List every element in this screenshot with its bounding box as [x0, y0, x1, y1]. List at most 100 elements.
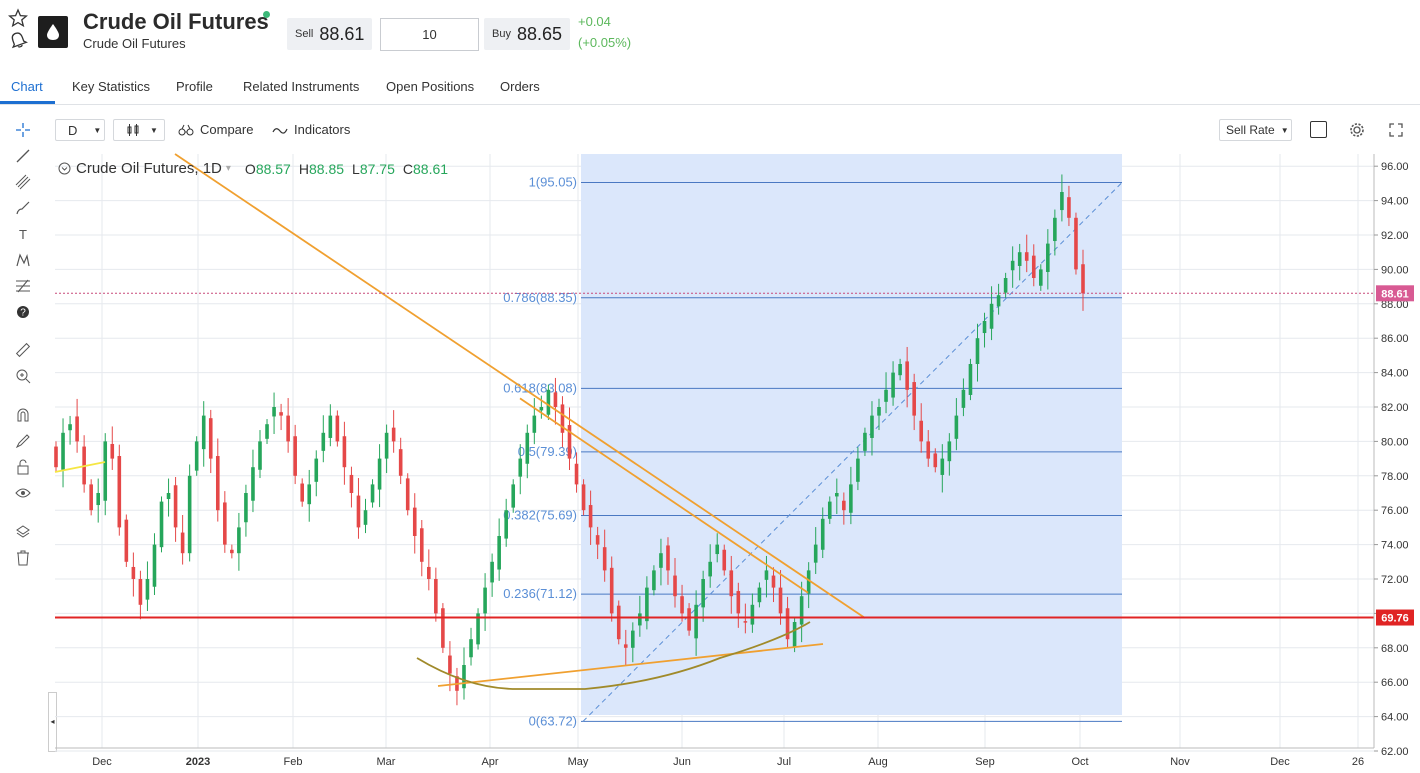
candle-body [553, 392, 558, 407]
candle-body [462, 665, 466, 689]
candle-body [356, 495, 361, 528]
pattern-icon[interactable] [12, 250, 34, 270]
candle-body [412, 507, 417, 536]
rate-type-value: Sell Rate [1226, 123, 1275, 137]
tab-profile[interactable]: Profile [176, 79, 213, 94]
candle-body [419, 528, 424, 562]
candle-body [870, 415, 874, 438]
candle-body [638, 613, 642, 626]
candle-body [567, 425, 572, 459]
price-tick-label: 72.00 [1381, 574, 1409, 586]
collapse-toolbar-handle[interactable]: ◂ [48, 692, 57, 752]
gear-icon[interactable] [1349, 122, 1365, 138]
collapse-legend-icon[interactable] [58, 162, 71, 175]
time-tick-label: Apr [481, 756, 498, 768]
candle-body [96, 493, 101, 506]
layout-toggle-button[interactable] [1310, 121, 1327, 138]
ruler-icon[interactable] [12, 340, 34, 360]
candle-body [827, 501, 832, 519]
candle-body [476, 613, 480, 645]
time-tick-label: May [568, 756, 589, 768]
compare-button[interactable]: Compare [178, 122, 253, 137]
legend-chevron-icon[interactable]: ▾ [225, 163, 231, 174]
candlestick-series [54, 174, 1085, 706]
candle-body [511, 484, 516, 508]
candle-body [898, 364, 902, 376]
candle-body [1003, 278, 1008, 293]
magnet-icon[interactable] [12, 405, 34, 425]
candle-body [230, 549, 234, 554]
tab-open-positions[interactable]: Open Positions [386, 79, 475, 94]
tab-key-statistics[interactable]: Key Statistics [72, 79, 151, 94]
legend-open: 88.57 [255, 160, 291, 177]
eye-icon[interactable] [12, 483, 34, 503]
lock-icon[interactable] [12, 457, 34, 477]
draw-mode-icon[interactable] [12, 431, 34, 451]
price-tick-label: 96.00 [1381, 161, 1409, 173]
help-icon[interactable]: ? [12, 302, 34, 322]
candle-body [321, 432, 326, 451]
candle-body [194, 441, 199, 471]
fib-retracement-icon[interactable] [12, 276, 34, 296]
candle-body [279, 412, 283, 416]
sell-button[interactable]: Sell 88.61 [287, 18, 372, 50]
brush-icon[interactable] [12, 198, 34, 218]
time-tick-label: 26 [1352, 756, 1364, 768]
fib-level-label: 0.618(83.08) [503, 380, 577, 395]
zoom-in-icon[interactable] [12, 366, 34, 386]
candle-body [103, 441, 108, 501]
candle-body [159, 501, 164, 548]
buy-button[interactable]: Buy 88.65 [484, 18, 570, 50]
fullscreen-icon[interactable] [1389, 123, 1403, 137]
candle-body [54, 446, 58, 468]
tab-orders[interactable]: Orders [500, 79, 540, 94]
candle-body [300, 483, 304, 502]
trash-icon[interactable] [12, 548, 34, 568]
tab-related-instruments[interactable]: Related Instruments [243, 79, 360, 94]
tab-chart[interactable]: Chart [11, 79, 43, 94]
interval-select[interactable]: D ▼ [55, 119, 105, 141]
candle-body [307, 484, 312, 505]
candle-body [1024, 252, 1029, 261]
candle-body [588, 505, 593, 528]
fib-trend-line [582, 182, 1123, 722]
candle-body [715, 544, 720, 555]
fib-level-label: 1(95.05) [529, 175, 577, 190]
quantity-input[interactable]: 10 [380, 18, 479, 51]
candle-body [926, 441, 931, 459]
candle-body [673, 575, 677, 597]
candle-body [152, 544, 157, 587]
time-axis: Dec 2023 Feb Mar Apr May Jun Jul Aug Sep Oct Nov Dec… [55, 747, 1374, 768]
chart-type-select[interactable]: ▼ [113, 119, 165, 141]
instrument-title: Crude Oil Futures [83, 9, 269, 34]
bell-icon[interactable] [8, 30, 28, 50]
interval-value: D [68, 122, 78, 138]
legend-l-label: L [352, 160, 360, 177]
price-tick-label: 66.00 [1381, 677, 1409, 689]
candle-body [729, 570, 734, 597]
time-tick-label: Sep [975, 756, 995, 768]
chart-legend: Crude Oil Futures, 1D ▾ O88.57 H88.85 L8… [58, 160, 448, 177]
candle-body [546, 389, 551, 415]
indicators-button[interactable]: Indicators [272, 122, 350, 137]
time-tick-label: Jun [673, 756, 691, 768]
candle-body [722, 549, 727, 571]
trendline-icon[interactable] [12, 146, 34, 166]
candle-body [1046, 243, 1050, 272]
rate-type-select[interactable]: Sell Rate ▼ [1219, 119, 1292, 141]
candle-body [434, 579, 438, 614]
time-tick-label: Mar [377, 756, 396, 768]
layers-icon[interactable] [12, 522, 34, 542]
candle-body [750, 604, 755, 625]
candle-body [89, 484, 93, 511]
star-icon[interactable] [8, 8, 28, 28]
candle-body [286, 415, 290, 442]
parallel-channel-icon[interactable] [12, 172, 34, 192]
candle-body [539, 407, 544, 411]
crosshair-icon[interactable] [12, 120, 34, 140]
candle-body [764, 570, 769, 580]
text-tool-icon[interactable]: T [19, 226, 27, 242]
candle-body [110, 443, 115, 459]
candle-body [694, 604, 698, 639]
